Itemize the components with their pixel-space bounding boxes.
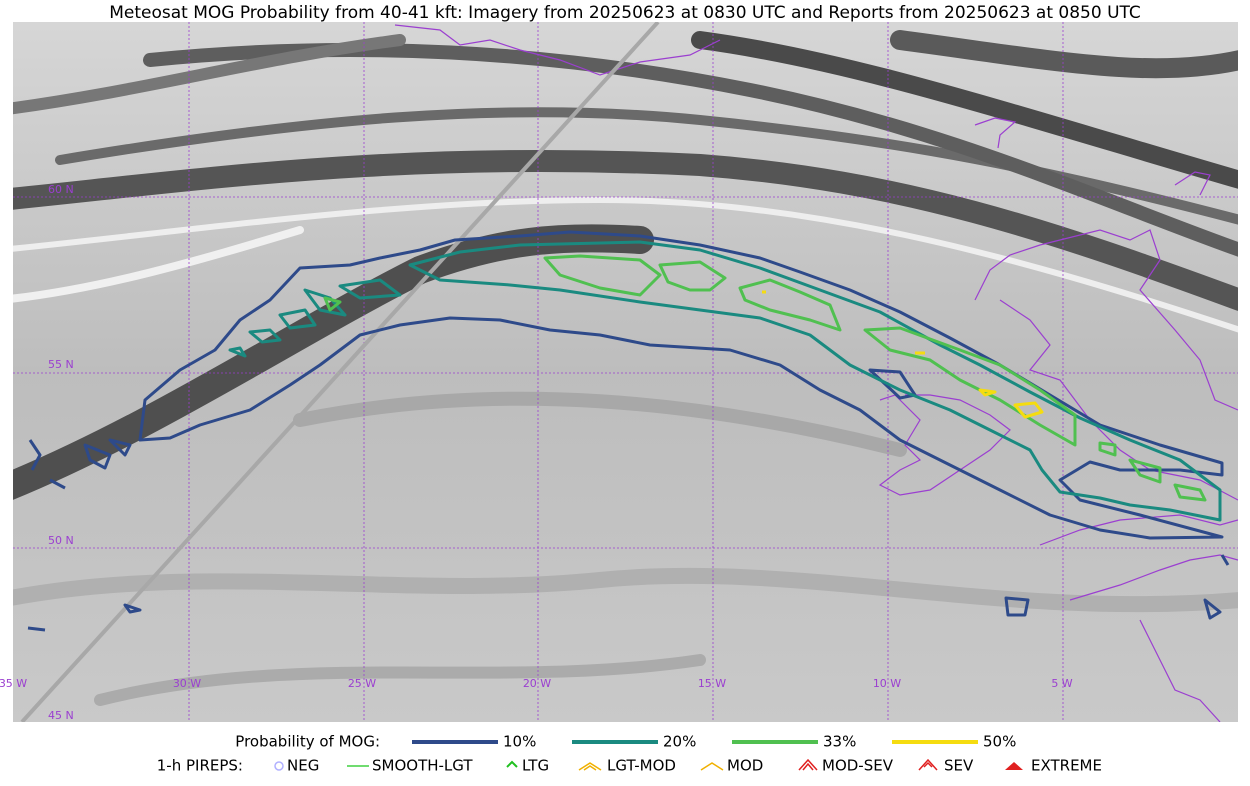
lon-label: 15 W xyxy=(698,677,726,690)
title: Meteosat MOG Probability from 40-41 kft:… xyxy=(109,3,1141,23)
legend-entry: MOD xyxy=(727,757,763,775)
legend-entry: 10% xyxy=(503,733,536,751)
legend-label: 1-h PIREPS: xyxy=(157,757,243,775)
pirep-icon xyxy=(798,758,818,771)
probability-contours xyxy=(27,230,1230,632)
lon-label: 5 W xyxy=(1051,677,1072,690)
legend-entry: EXTREME xyxy=(1031,757,1102,775)
lat-label: 45 N xyxy=(48,709,74,722)
lon-label: 25 W xyxy=(348,677,376,690)
pirep-icon xyxy=(1005,762,1023,770)
legend-entry: MOD-SEV xyxy=(822,757,894,775)
lat-label: 55 N xyxy=(48,358,74,371)
legend-entry: SEV xyxy=(944,757,974,775)
legend: Probability of MOG: 10% 20% 33% 50% 1-h PIREP… xyxy=(157,733,1102,775)
lon-label: 30 W xyxy=(173,677,201,690)
coastlines xyxy=(394,24,1238,722)
lon-label: 20 W xyxy=(523,677,551,690)
legend-entry: 20% xyxy=(663,733,696,751)
pirep-icon xyxy=(918,758,938,771)
lat-label: 60 N xyxy=(48,183,74,196)
legend-entry: LTG xyxy=(522,757,549,775)
legend-entry: LGT-MOD xyxy=(607,757,676,775)
lat-label: 50 N xyxy=(48,534,74,547)
pirep-icon xyxy=(274,761,284,771)
legend-entry: 50% xyxy=(983,733,1016,751)
legend-entry: NEG xyxy=(287,757,319,775)
legend-entry: SMOOTH-LGT xyxy=(372,757,473,775)
lon-label: 35 W xyxy=(0,677,27,690)
pirep-icon xyxy=(506,760,518,768)
pirep-icon xyxy=(578,762,602,771)
legend-entry: 33% xyxy=(823,733,856,751)
map xyxy=(13,22,1238,722)
lon-label: 10 W xyxy=(873,677,901,690)
pirep-icon xyxy=(700,762,724,771)
lon-labels: 35 W 30 W 25 W 20 W 15 W 10 W 5 W xyxy=(0,677,1073,690)
legend-label: Probability of MOG: xyxy=(235,733,380,751)
lat-labels: 60 N 55 N 50 N 45 N xyxy=(48,183,74,722)
